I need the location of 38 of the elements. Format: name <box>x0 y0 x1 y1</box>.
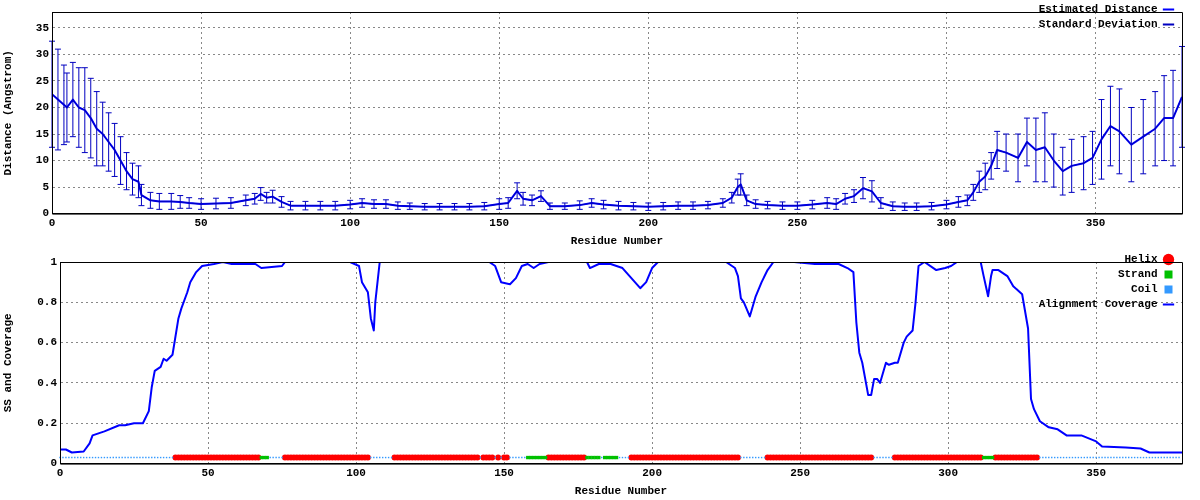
legend-label: Estimated Distance <box>1038 3 1158 16</box>
x-tick-label: 300 <box>938 466 959 479</box>
x-tick-label: 350 <box>1085 216 1106 229</box>
y-tick-label: 15 <box>35 127 50 140</box>
y-tick-label: 0 <box>50 457 57 470</box>
y-tick-label: 35 <box>35 21 50 34</box>
legend-label: Strand <box>1117 268 1158 281</box>
y-axis-title: Distance (Angstrom) <box>2 50 15 176</box>
x-tick-label: 200 <box>642 466 662 479</box>
legend-label: Helix <box>1124 253 1158 266</box>
y-axis-title: SS and Coverage <box>2 312 15 413</box>
x-tick-label: 100 <box>340 216 361 229</box>
x-tick-label: 350 <box>1086 466 1107 479</box>
x-tick-label: 50 <box>194 216 208 229</box>
x-axis-title: Residue Number <box>574 485 668 498</box>
y-tick-label: 0.6 <box>37 336 57 349</box>
y-tick-label: 10 <box>35 154 49 167</box>
y-tick-label: 30 <box>35 48 49 61</box>
x-tick-label: 100 <box>346 466 366 479</box>
x-tick-label: 200 <box>638 216 659 229</box>
x-tick-label: 150 <box>489 216 510 229</box>
x-tick-label: 250 <box>790 466 811 479</box>
x-tick-label: 150 <box>494 466 514 479</box>
y-tick-label: 0 <box>42 207 49 220</box>
x-axis-title: Residue Number <box>570 235 664 248</box>
legend-label: Coil <box>1131 283 1158 296</box>
x-tick-label: 50 <box>201 466 215 479</box>
legend-label: Standard Deviation <box>1038 18 1158 31</box>
y-tick-label: 0.8 <box>37 296 58 309</box>
y-tick-label: 25 <box>35 74 50 87</box>
x-tick-label: 300 <box>936 216 957 229</box>
x-tick-label: 250 <box>787 216 808 229</box>
legend-label: Alignment Coverage <box>1038 298 1158 311</box>
y-tick-label: 1 <box>50 255 58 268</box>
y-tick-label: 5 <box>42 180 50 193</box>
y-tick-label: 20 <box>35 101 49 114</box>
y-tick-label: 0.4 <box>37 376 58 389</box>
y-tick-label: 0.2 <box>37 417 57 430</box>
